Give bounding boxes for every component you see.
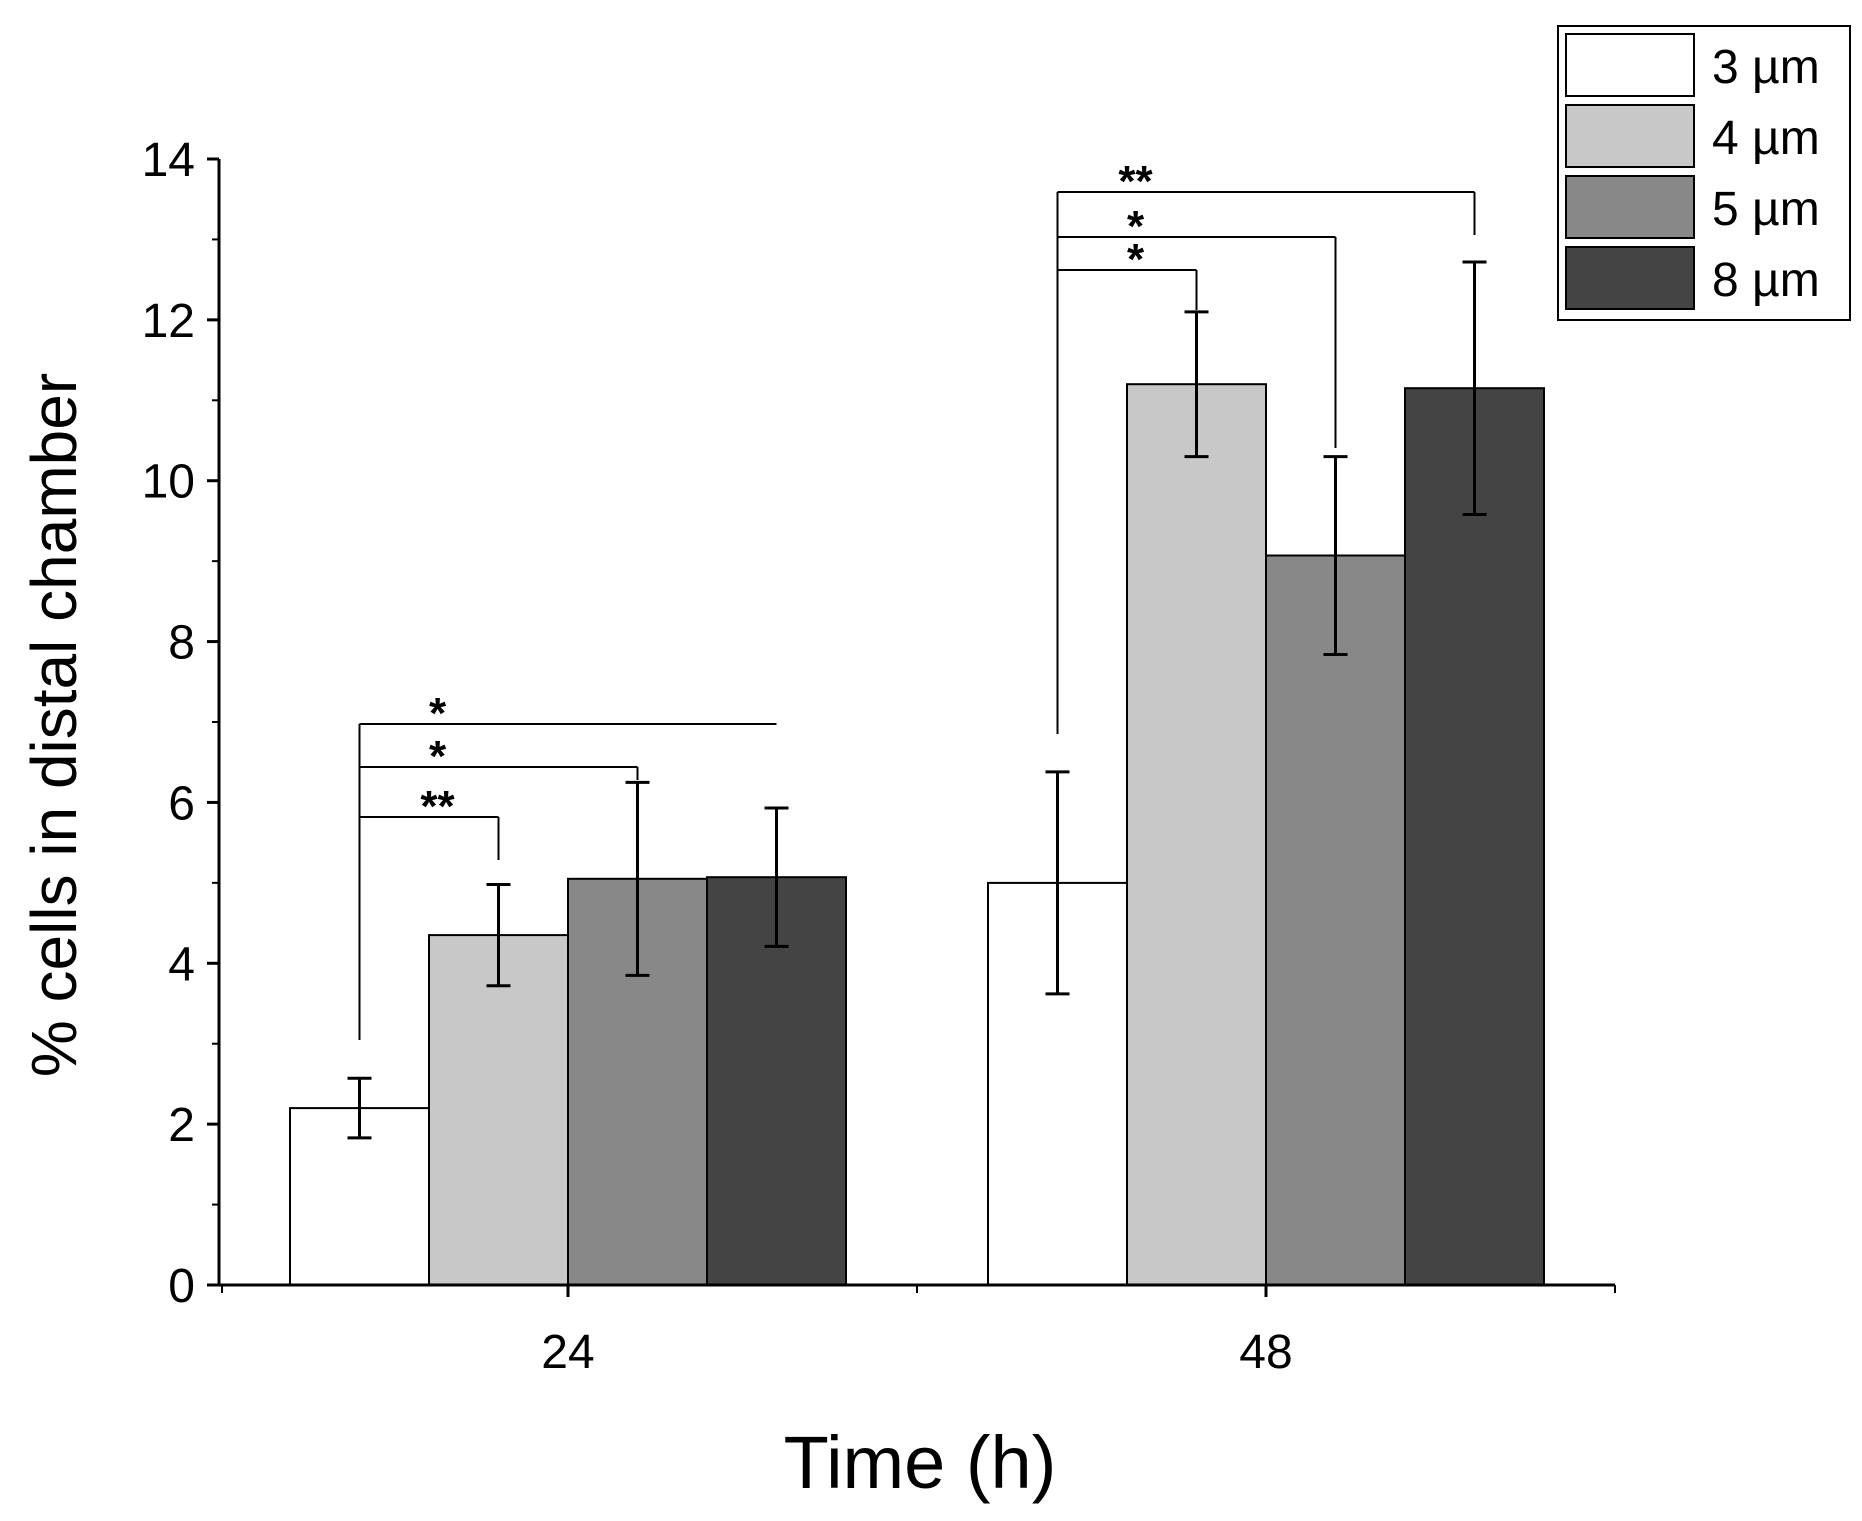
bars-layer xyxy=(289,383,1545,1287)
legend-label: 3 µm xyxy=(1712,41,1820,94)
x-tick-label: 48 xyxy=(1239,1326,1292,1379)
y-tick-label: 0 xyxy=(168,1260,195,1313)
y-tick-label: 6 xyxy=(168,777,195,830)
significance-label: ** xyxy=(1118,157,1153,206)
error-bars-layer xyxy=(347,260,1487,1140)
bar xyxy=(1265,554,1406,1286)
bar xyxy=(428,934,569,1286)
y-tick-label: 14 xyxy=(142,134,195,187)
significance-label: * xyxy=(1127,235,1145,284)
legend-label: 5 µm xyxy=(1712,183,1820,236)
legend-swatch xyxy=(1565,175,1695,239)
significance-label: ** xyxy=(420,782,455,831)
y-tick-label: 10 xyxy=(142,456,195,509)
y-tick-label: 12 xyxy=(142,295,195,348)
legend-swatch xyxy=(1565,33,1695,97)
significance-label: * xyxy=(1127,202,1145,251)
y-axis-title: % cells in distal chamber xyxy=(18,373,90,1077)
significance-label: * xyxy=(429,732,447,781)
significance-layer: ******** xyxy=(358,157,1476,1040)
y-tick-label: 4 xyxy=(168,938,195,991)
bar xyxy=(1126,383,1267,1286)
y-tick-label: 8 xyxy=(168,617,195,670)
legend-label: 4 µm xyxy=(1712,112,1820,165)
legend-swatch xyxy=(1565,246,1695,310)
significance-label: * xyxy=(429,689,447,738)
legend-swatch xyxy=(1565,104,1695,168)
x-axis-title: Time (h) xyxy=(784,1421,1057,1504)
legend: 3 µm 4 µm 5 µm 8 µm xyxy=(1557,25,1851,321)
x-tick-label: 24 xyxy=(541,1326,594,1379)
bar xyxy=(1404,387,1545,1286)
y-tick-label: 2 xyxy=(168,1099,195,1152)
legend-label: 8 µm xyxy=(1712,254,1820,307)
